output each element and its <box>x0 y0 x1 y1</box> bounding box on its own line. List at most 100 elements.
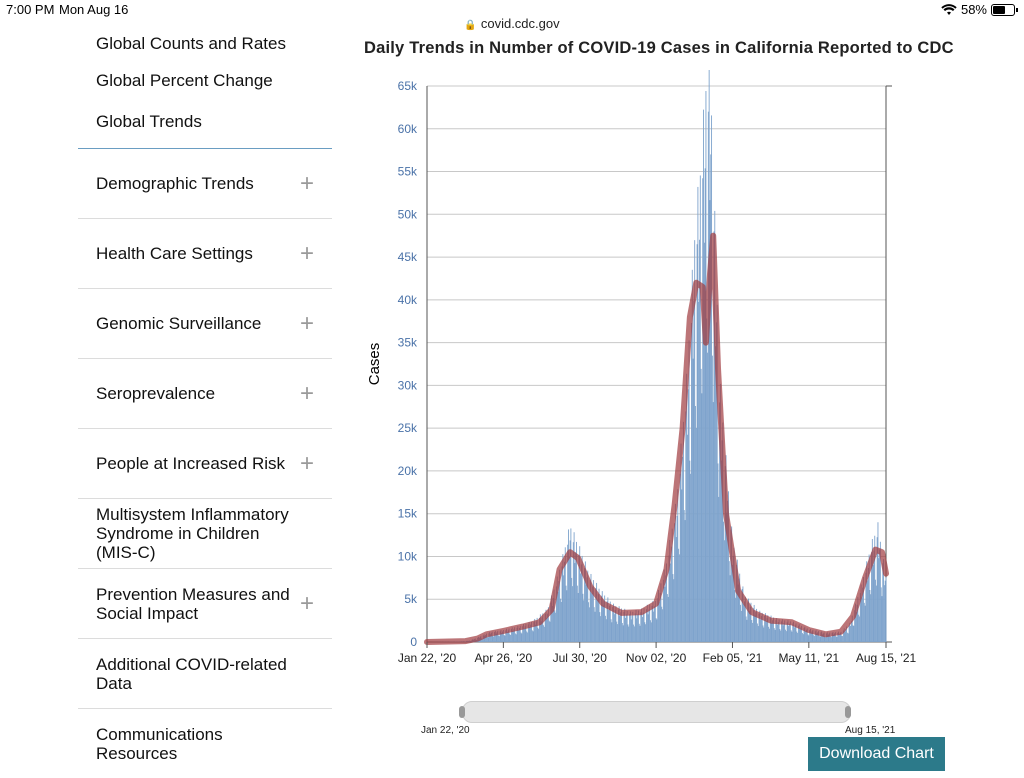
bar <box>524 629 525 642</box>
cases-chart[interactable]: 05k10k15k20k25k30k35k40k45k50k55k60k65kJ… <box>360 70 920 670</box>
bar <box>718 497 719 642</box>
bar <box>526 631 527 642</box>
bar <box>685 520 686 642</box>
bar <box>781 621 782 642</box>
bar <box>744 601 745 642</box>
bar <box>648 614 649 642</box>
bar <box>803 634 804 642</box>
sidebar-link-global-trends[interactable]: Global Trends <box>78 101 332 142</box>
bar <box>882 596 883 642</box>
bar <box>611 622 612 642</box>
sidebar-item[interactable]: Seroprevalence + <box>78 359 332 429</box>
bar <box>703 110 704 642</box>
bar <box>636 618 637 642</box>
bar <box>619 616 620 642</box>
bar <box>859 616 860 642</box>
bar <box>743 604 744 642</box>
bar <box>578 593 579 642</box>
sidebar-item[interactable]: Additional COVID-related Data <box>78 639 332 709</box>
y-tick-label: 65k <box>398 79 418 93</box>
bar <box>878 558 879 642</box>
y-tick-label: 45k <box>398 250 418 264</box>
sidebar-item[interactable]: Prevention Measures and Social Impact+ <box>78 569 332 639</box>
bar <box>513 631 514 642</box>
download-chart-button[interactable]: Download Chart <box>808 737 945 771</box>
sidebar-link-global-counts[interactable]: Global Counts and Rates <box>78 30 332 60</box>
x-tick-label: Jan 22, '20 <box>398 651 457 665</box>
bar <box>527 632 528 642</box>
expand-plus-icon[interactable]: + <box>300 592 314 616</box>
expand-plus-icon[interactable]: + <box>300 382 314 406</box>
sidebar-item[interactable]: Genomic Surveillance+ <box>78 289 332 359</box>
bar <box>622 623 623 642</box>
bar <box>797 633 798 642</box>
url-text: covid.cdc.gov <box>481 16 560 31</box>
status-date: Mon Aug 16 <box>59 2 128 17</box>
bar <box>697 244 698 642</box>
bar <box>563 575 564 642</box>
bar <box>758 626 759 642</box>
bar <box>617 624 618 642</box>
navigator-scrollbar[interactable] <box>462 701 851 723</box>
bar <box>768 627 769 642</box>
bar <box>532 630 533 642</box>
sidebar-item-label: Additional COVID-related Data <box>96 655 292 693</box>
bar <box>788 626 789 642</box>
sidebar-item[interactable]: Health Care Settings+ <box>78 219 332 289</box>
bar <box>775 630 776 642</box>
bar <box>570 528 571 642</box>
bar <box>746 620 747 642</box>
bar <box>814 636 815 642</box>
bar <box>693 359 694 642</box>
bar <box>850 626 851 642</box>
sidebar-link-global-percent-change[interactable]: Global Percent Change <box>78 60 332 101</box>
sidebar-item-label: Seroprevalence <box>96 384 215 403</box>
bar <box>865 606 866 642</box>
navigator-left-handle[interactable] <box>459 706 465 718</box>
bar <box>558 581 559 642</box>
bar <box>730 575 731 642</box>
expand-plus-icon[interactable]: + <box>300 452 314 476</box>
bar <box>729 561 730 642</box>
navigator-right-handle[interactable] <box>845 706 851 718</box>
sidebar-item[interactable]: People at Increased Risk+ <box>78 429 332 499</box>
bar <box>518 630 519 642</box>
bar <box>752 623 753 642</box>
bar <box>791 630 792 642</box>
bar <box>654 606 655 642</box>
bar <box>766 621 767 642</box>
bar <box>700 175 701 642</box>
bar <box>848 633 849 642</box>
status-time: 7:00 PM <box>6 2 54 17</box>
bar <box>630 611 631 642</box>
expand-plus-icon[interactable]: + <box>300 312 314 336</box>
bar <box>712 356 713 642</box>
bar <box>691 323 692 642</box>
bar <box>853 626 854 642</box>
bar <box>554 610 555 642</box>
bar <box>709 70 710 642</box>
bar <box>682 457 683 642</box>
bar <box>677 516 678 642</box>
bar <box>881 587 882 642</box>
bar <box>664 587 665 642</box>
bar <box>878 522 879 642</box>
bar <box>732 565 733 642</box>
bar <box>689 340 690 642</box>
bar <box>632 616 633 642</box>
expand-plus-icon[interactable]: + <box>300 242 314 266</box>
bar <box>808 635 809 642</box>
bar <box>597 600 598 642</box>
bar <box>805 631 806 642</box>
bar <box>662 609 663 642</box>
wifi-icon <box>941 4 957 16</box>
bar <box>679 554 680 642</box>
sidebar-item[interactable]: Multisystem Inflammatory Syndrome in Chi… <box>78 499 332 569</box>
bar <box>849 626 850 642</box>
bar <box>671 547 672 642</box>
bar <box>783 625 784 642</box>
sidebar-item[interactable]: Demographic Trends+ <box>78 149 332 219</box>
bar <box>839 634 840 642</box>
bar <box>498 636 499 642</box>
expand-plus-icon[interactable]: + <box>300 172 314 196</box>
